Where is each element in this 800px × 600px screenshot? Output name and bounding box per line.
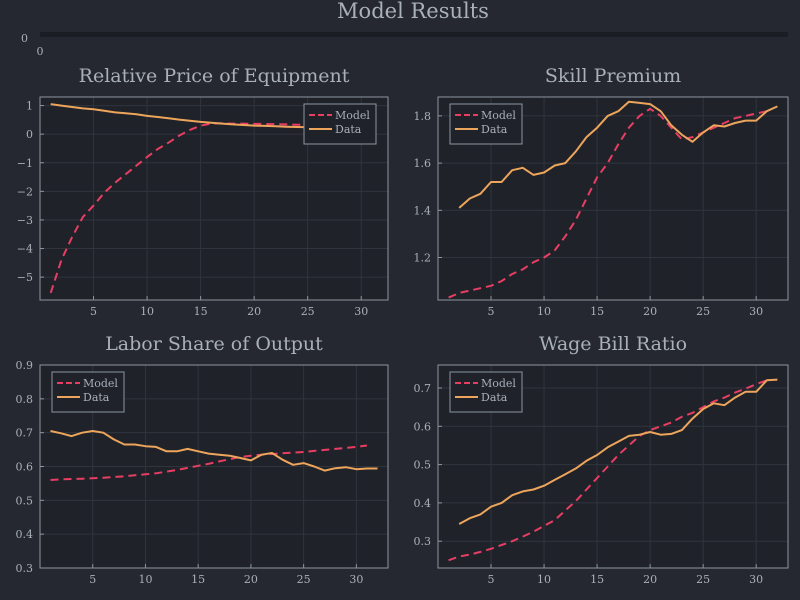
legend-box [303,103,377,145]
series-line-model [448,379,768,562]
x-tick-label: 25 [301,305,315,318]
chart-panel: 5 10 15 20 25 30 0.3 0.4 0.5 0.6 0.7 0.8 0.9 Labor Sh… [16,333,389,586]
legend-label: Data [481,123,508,136]
header-xtick-label: 0 [37,45,44,58]
x-tick-label: 30 [749,305,763,318]
x-tick-label: 10 [537,573,551,586]
y-tick-label: 0.4 [16,528,34,541]
y-tick-label: 1.2 [414,252,432,265]
x-tick-label: 30 [349,573,363,586]
x-tick-label: 15 [191,573,205,586]
chart-panel: 5 10 15 20 25 30 −5 −4 −3 −2 −1 0 1 Relative Price of… [17,65,389,318]
x-tick-label: 10 [138,573,152,586]
x-tick-label: 20 [643,305,657,318]
y-tick-label: −3 [17,214,33,227]
legend-label: Data [481,391,508,404]
y-tick-label: 0.3 [414,535,432,548]
plot-frame [39,96,389,301]
legend-label: Model [481,377,516,390]
y-tick-label: 1.4 [414,204,432,217]
y-tick-label: 0.7 [16,427,34,440]
chart-panels: 5 10 15 20 25 30 −5 −4 −3 −2 −1 0 1 Relative Price of… [16,65,789,586]
series-line-data [458,100,778,209]
y-tick-label: 0.4 [414,497,432,510]
series-line-model [50,444,368,481]
y-tick-label: 1.8 [414,110,432,123]
x-tick-label: 15 [590,305,604,318]
x-tick-label: 30 [354,305,368,318]
y-tick-label: 0.9 [16,359,34,372]
x-tick-label: 15 [194,305,208,318]
legend-label: Data [83,391,110,404]
series-line-model [448,107,768,299]
y-tick-label: 0.6 [16,461,34,474]
legend-label: Model [481,109,516,122]
x-tick-label: 15 [590,573,604,586]
chart-title: Skill Premium [545,65,681,87]
x-tick-label: 10 [537,305,551,318]
figure-title: Model Results [337,0,489,23]
y-tick-label: −2 [17,185,33,198]
y-tick-label: 0.3 [16,562,34,575]
x-tick-label: 5 [89,573,96,586]
x-tick-label: 25 [696,573,710,586]
header-axis-strip [40,32,788,37]
y-tick-label: 0.8 [16,393,34,406]
y-tick-label: 0.5 [414,459,432,472]
legend-box [449,371,523,413]
x-tick-label: 25 [696,305,710,318]
chart-title: Relative Price of Equipment [79,65,350,87]
legend-box [51,371,125,413]
x-tick-label: 10 [140,305,154,318]
x-tick-label: 20 [643,573,657,586]
legend-box [449,103,523,145]
y-tick-label: 1 [26,100,33,113]
legend-label: Model [83,377,118,390]
y-tick-label: −5 [17,271,33,284]
x-tick-label: 5 [90,305,97,318]
y-tick-label: 0.5 [16,494,34,507]
chart-title: Wage Bill Ratio [539,333,687,355]
header-ytick-label: 0 [21,32,28,45]
series-line-data [50,430,378,472]
legend-label: Data [335,123,362,136]
plot-frame [39,364,389,569]
chart-panel: 5 10 15 20 25 30 0.3 0.4 0.5 0.6 0.7 Wage Bill Rati… [414,333,789,586]
x-tick-label: 20 [247,305,261,318]
y-tick-label: 1.6 [414,157,432,170]
x-tick-label: 20 [244,573,258,586]
y-tick-label: 0.7 [414,382,432,395]
y-tick-label: −4 [17,243,33,256]
x-tick-label: 5 [488,305,495,318]
y-tick-label: −1 [17,157,33,170]
chart-panel: 5 10 15 20 25 30 1.2 1.4 1.6 1.8 Skill Premium Mode… [414,65,789,318]
plot-frame [437,364,789,569]
plot-frame [437,96,789,301]
x-tick-label: 5 [488,573,495,586]
y-tick-label: 0 [26,128,33,141]
y-tick-label: 0.6 [414,420,432,433]
series-line-data [458,378,778,525]
x-tick-label: 30 [749,573,763,586]
legend-label: Model [335,109,370,122]
chart-title: Labor Share of Output [105,333,323,355]
x-tick-label: 25 [297,573,311,586]
